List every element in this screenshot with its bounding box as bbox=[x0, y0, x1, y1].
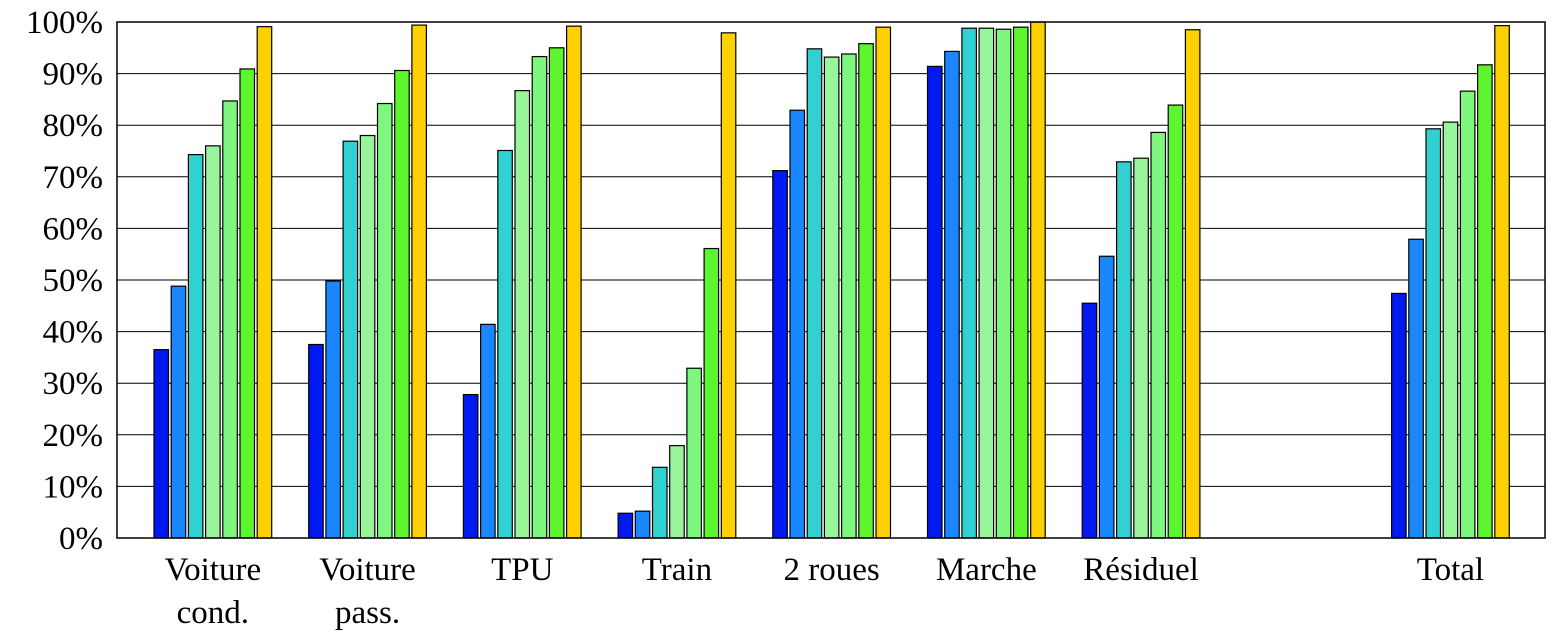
x-category-label: Train bbox=[642, 552, 712, 588]
y-tick-label: 80% bbox=[43, 108, 104, 144]
bar bbox=[1184, 29, 1201, 539]
y-tick-label: 40% bbox=[43, 315, 104, 351]
bar bbox=[806, 48, 823, 539]
bar bbox=[1476, 64, 1493, 539]
bar bbox=[1150, 131, 1167, 539]
bar bbox=[840, 53, 857, 539]
bar bbox=[720, 32, 737, 539]
bar bbox=[1012, 26, 1029, 539]
bar bbox=[1442, 121, 1459, 539]
bar bbox=[480, 323, 496, 539]
bar bbox=[222, 100, 238, 539]
y-tick-label: 60% bbox=[43, 211, 104, 247]
bar bbox=[1425, 128, 1442, 539]
bar bbox=[308, 343, 324, 539]
bar bbox=[669, 445, 685, 539]
bar bbox=[926, 65, 943, 539]
bar bbox=[497, 149, 513, 539]
bar bbox=[548, 47, 565, 539]
bar bbox=[944, 50, 960, 539]
x-category-label: Voiture bbox=[319, 552, 416, 588]
y-tick-label: 20% bbox=[43, 418, 104, 454]
bar bbox=[1459, 90, 1476, 539]
bar bbox=[342, 140, 359, 539]
bar bbox=[514, 90, 531, 539]
x-category-label: Résiduel bbox=[1083, 552, 1198, 588]
bar bbox=[205, 145, 221, 539]
bar bbox=[170, 285, 187, 539]
x-category-label: Total bbox=[1417, 552, 1484, 588]
bar bbox=[875, 26, 892, 539]
plot-frame bbox=[116, 21, 1546, 539]
bar bbox=[565, 25, 582, 539]
bar bbox=[256, 26, 273, 539]
bar bbox=[394, 69, 410, 539]
x-category-label: cond. bbox=[177, 595, 249, 631]
y-tick-label: 30% bbox=[43, 366, 104, 402]
bar bbox=[651, 466, 668, 539]
bar bbox=[995, 28, 1012, 539]
bar bbox=[686, 367, 703, 539]
bar bbox=[462, 393, 479, 539]
bar bbox=[1115, 161, 1132, 539]
bar bbox=[153, 349, 170, 539]
bar bbox=[789, 109, 806, 539]
y-tick-label: 100% bbox=[26, 5, 103, 41]
y-tick-label: 10% bbox=[43, 469, 104, 505]
bar bbox=[325, 280, 341, 539]
x-category-label: pass. bbox=[335, 595, 400, 631]
y-tick-label: 90% bbox=[43, 57, 104, 93]
bar bbox=[617, 512, 634, 539]
bar bbox=[772, 170, 788, 539]
y-tick-label: 50% bbox=[43, 263, 104, 299]
bar bbox=[823, 56, 840, 539]
bar bbox=[411, 24, 427, 539]
bar bbox=[1494, 25, 1510, 539]
bar bbox=[1081, 302, 1098, 539]
bar bbox=[858, 43, 874, 539]
bar bbox=[376, 102, 393, 539]
bar bbox=[239, 68, 256, 539]
x-category-label: Marche bbox=[936, 552, 1037, 588]
bar bbox=[978, 27, 995, 539]
bar bbox=[961, 27, 978, 539]
bar bbox=[359, 134, 376, 539]
bar bbox=[1098, 255, 1115, 539]
bar bbox=[1030, 21, 1046, 539]
y-tick-label: 0% bbox=[59, 521, 103, 557]
bar bbox=[1167, 104, 1184, 539]
bar bbox=[1408, 238, 1424, 539]
y-tick-label: 70% bbox=[43, 160, 104, 196]
x-category-label: 2 roues bbox=[784, 552, 880, 588]
bar bbox=[1390, 292, 1407, 539]
x-category-label: TPU bbox=[491, 552, 554, 588]
bar bbox=[703, 247, 720, 539]
bar bbox=[1133, 157, 1149, 539]
bar bbox=[634, 510, 651, 539]
bar bbox=[531, 55, 548, 539]
bar bbox=[187, 154, 204, 539]
x-category-label: Voiture bbox=[165, 552, 262, 588]
